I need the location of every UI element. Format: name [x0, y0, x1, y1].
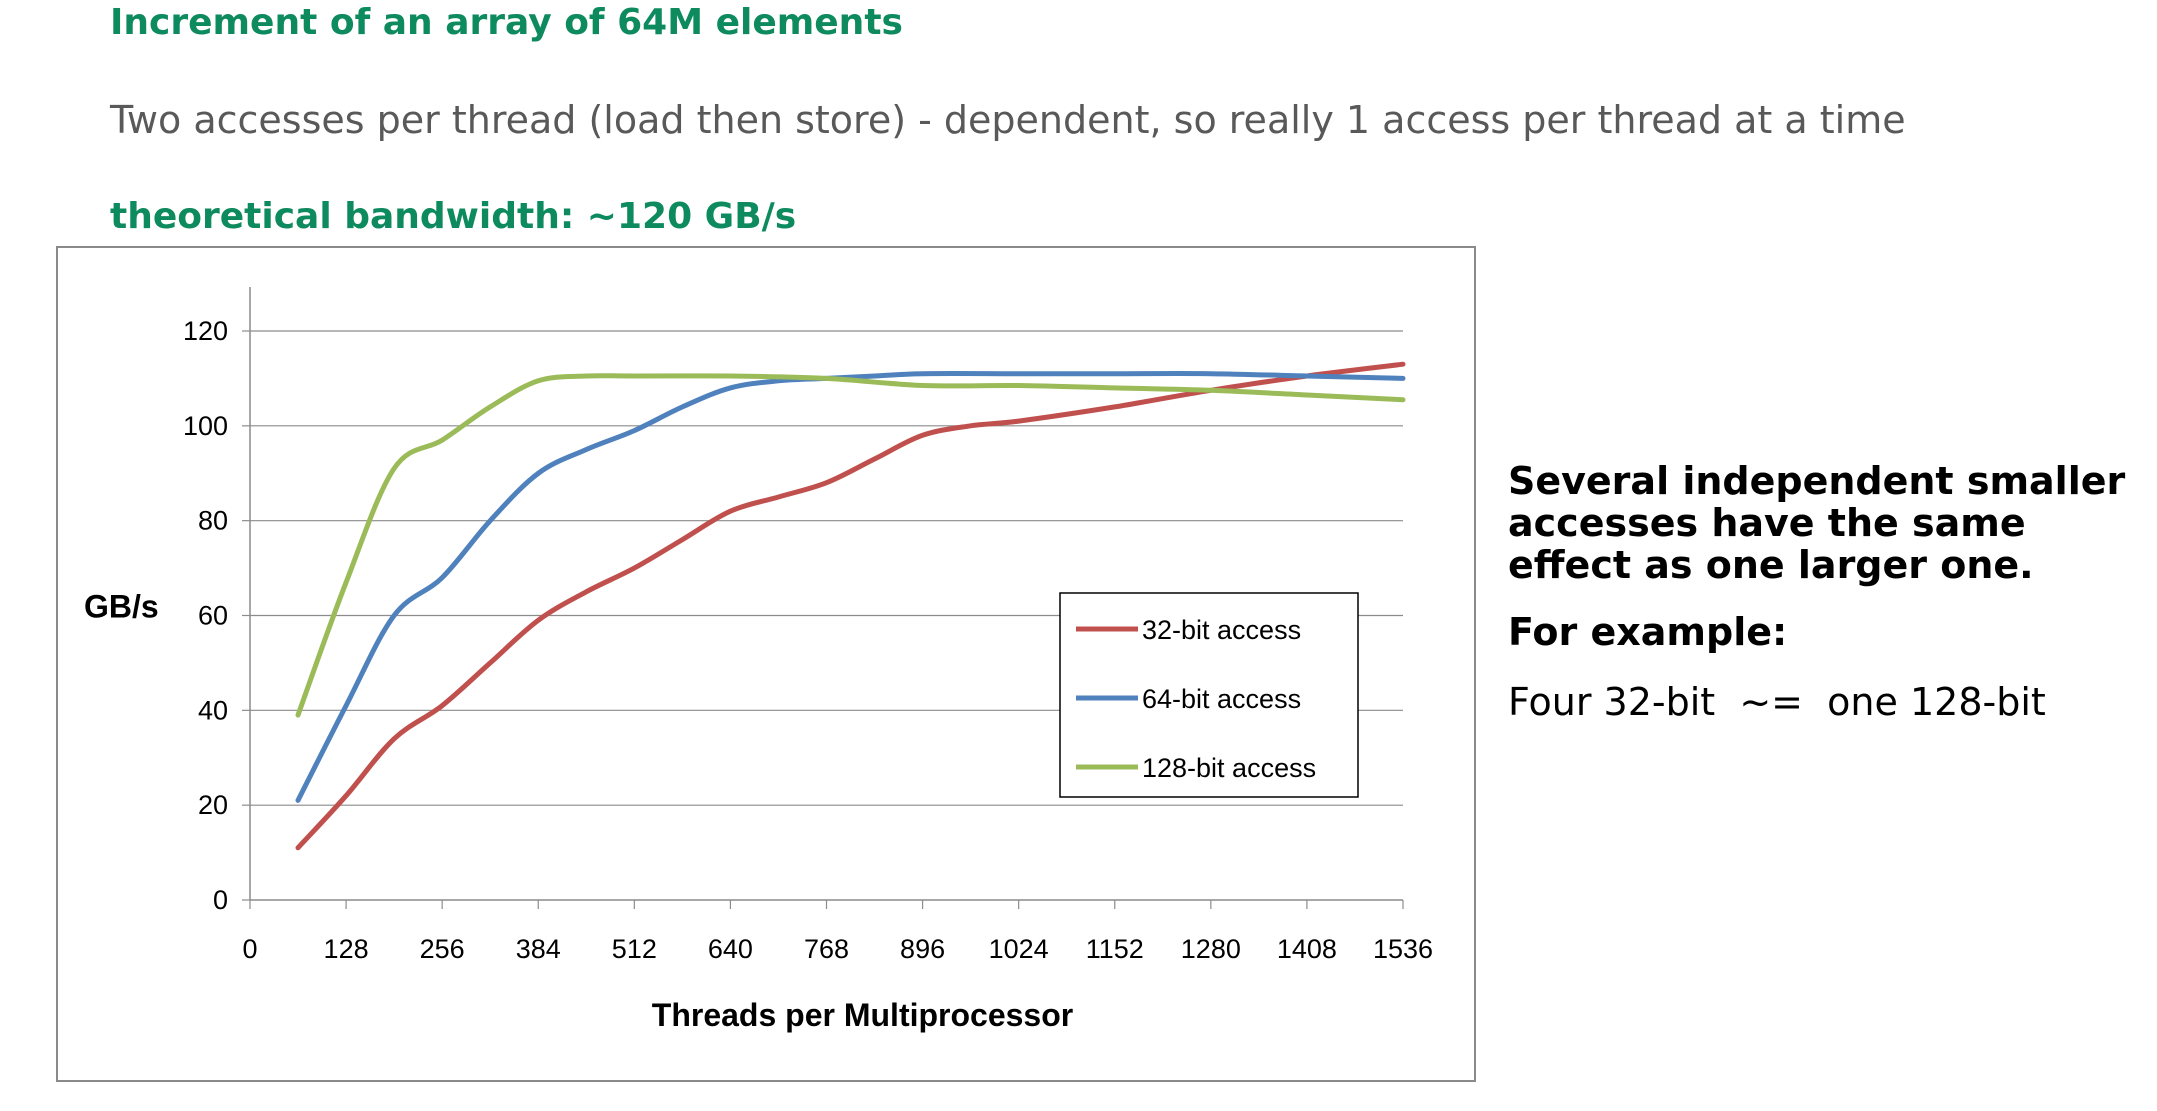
bandwidth-note: theoretical bandwidth: ~120 GB/s	[110, 196, 797, 237]
y-tick-label: 40	[198, 695, 228, 725]
x-tick-label: 1152	[1086, 934, 1144, 964]
y-tick-label: 100	[183, 411, 228, 441]
legend-label: 32-bit access	[1142, 615, 1301, 645]
series-lines	[295, 361, 1406, 851]
x-tick-label: 128	[324, 934, 369, 964]
legend-label: 128-bit access	[1142, 753, 1316, 783]
series-line-64-bit-access	[295, 371, 1406, 803]
x-tick-label: 1280	[1181, 934, 1241, 964]
side-example-label: For example:	[1508, 610, 1788, 654]
x-tick-label: 256	[420, 934, 465, 964]
y-tick-label: 80	[198, 506, 228, 536]
x-tick-label: 0	[242, 934, 257, 964]
side-example: Four 32-bit ~= one 128-bit	[1508, 680, 2046, 724]
x-tick-label: 1536	[1373, 934, 1433, 964]
chart-frame: 0 20 40 60 80 100 120 0 128 256 384 512 640 768 896 102…	[56, 246, 1476, 1082]
line-chart: 0 20 40 60 80 100 120 0 128 256 384 512 640 768 896 102…	[84, 287, 1433, 1033]
slide-heading: Increment of an array of 64M elements	[110, 2, 903, 43]
x-tick-label: 512	[612, 934, 657, 964]
legend-label: 64-bit access	[1142, 684, 1301, 714]
axes: 0 20 40 60 80 100 120 0 128 256 384 512 640 768 896 102…	[84, 287, 1433, 1033]
y-tick-label: 60	[198, 601, 228, 631]
x-tick-label: 768	[804, 934, 849, 964]
x-axis-title: Threads per Multiprocessor	[652, 997, 1073, 1033]
x-tick-label: 1024	[989, 934, 1049, 964]
side-note: Several independent smaller accesses hav…	[1508, 459, 2126, 587]
x-tick-label: 640	[708, 934, 753, 964]
legend: 32-bit access 64-bit access 128-bit access	[1059, 592, 1359, 798]
series-line-128-bit-access	[295, 373, 1406, 718]
grid-lines	[250, 330, 1403, 806]
x-tick-label: 1408	[1277, 934, 1337, 964]
x-tick-label: 384	[516, 934, 561, 964]
y-tick-label: 120	[183, 316, 228, 346]
y-axis-title: GB/s	[84, 589, 159, 625]
slide-subtitle: Two accesses per thread (load then store…	[110, 98, 1906, 142]
series-line-32-bit-access	[295, 361, 1406, 851]
x-tick-label: 896	[900, 934, 945, 964]
y-tick-label: 0	[213, 885, 228, 915]
y-tick-label: 20	[198, 790, 228, 820]
